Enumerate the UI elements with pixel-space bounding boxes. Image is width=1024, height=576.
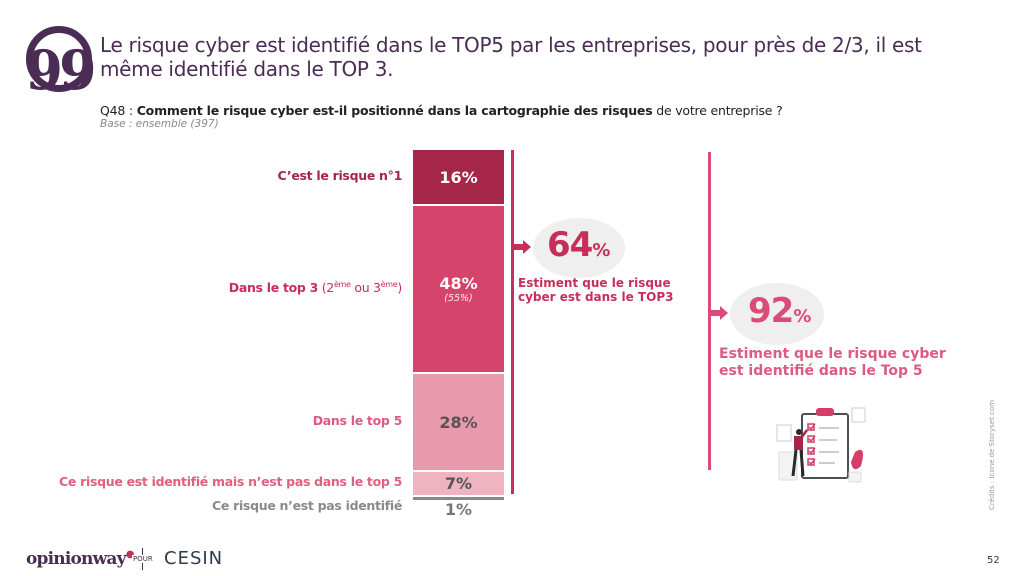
opinionway-logo: opinionway● (26, 549, 134, 569)
category-label-risk-1: C’est le risque n°1 (277, 168, 403, 183)
bubble-top5 (730, 283, 824, 345)
bar-segment-identified-not-top5: 7% (413, 472, 504, 495)
checklist-illustration-icon (776, 407, 866, 483)
category-label-top-5: Dans le top 5 (312, 413, 403, 428)
category-label-not-identified: Ce risque n’est pas identifié (211, 497, 402, 513)
summary-top3-number: 64 (547, 225, 593, 265)
top3-close: ) (397, 280, 402, 296)
bar-segment-risk-1: 16% (413, 150, 504, 204)
arrow-top3-shaft (514, 244, 524, 250)
pour-text: POUR (132, 555, 154, 563)
secondary-label-top-3: (55%) (444, 293, 473, 304)
summary-top3-caption: Estiment que le risque cyber est dans le … (518, 276, 673, 305)
summary-top5-line2: est identifié dans le Top 5 (719, 362, 923, 379)
value-label-identified-not-top5: 7% (444, 473, 473, 493)
value-label-not-identified: 1% (444, 499, 473, 519)
headline: Le risque cyber est identifié dans le TO… (100, 33, 922, 81)
cesin-logo-text: CESIN (164, 548, 224, 569)
question-text: Q48 : Comment le risque cyber est-il pos… (100, 103, 783, 118)
top3-sup1: ème (333, 280, 351, 289)
category-label-identified-not-top5: Ce risque est identifié mais n’est pas d… (59, 474, 402, 490)
summary-top3-line1: Estiment que le risque (518, 276, 671, 290)
value-label-top-3: 48% (439, 274, 478, 293)
arrow-top5-icon (720, 306, 728, 320)
credits-text: Crédits : Icone de Storyset.com (988, 399, 996, 510)
top3-paren-open: (2 (318, 280, 335, 296)
opinionway-logo-text: opinionway (26, 549, 127, 569)
summary-top3-unit: % (592, 240, 610, 261)
bar-segment-top-3: 48% (55%) (413, 206, 504, 372)
summary-top5-line1: Estiment que le risque cyber (719, 346, 946, 362)
summary-top5-number: 92 (748, 291, 794, 331)
arrow-top3-icon (523, 240, 531, 254)
value-label-risk-1: 16% (439, 167, 478, 187)
base-note: Base : ensemble (397) (100, 118, 219, 130)
quote-icon: 99 (25, 26, 97, 97)
bubble-top3 (533, 218, 625, 278)
question-suffix: de votre entreprise ? (652, 103, 783, 118)
question-bold: Comment le risque cyber est-il positionn… (136, 103, 653, 118)
arrow-top5-shaft (711, 310, 721, 316)
summary-top5-caption: Estiment que le risque cyber est identifi… (719, 346, 946, 380)
summary-top5-value: 92% (748, 291, 811, 331)
top3-mid: ou 3 (350, 280, 381, 296)
summary-top3-line2: cyber est dans le TOP3 (518, 290, 674, 305)
question-prefix: Q48 : (100, 103, 137, 118)
bar-segment-top-5: 28% (413, 374, 504, 470)
opinionway-logo-dot-icon: ● (125, 549, 135, 560)
bar-segment-not-identified: 1% (413, 496, 504, 519)
summary-top3-value: 64% (547, 225, 610, 265)
top3-sup2: ème (380, 280, 398, 289)
cesin-logo: CESIN (161, 548, 224, 569)
value-label-top-5: 28% (439, 412, 478, 432)
category-label-top-3: Dans le top 3 (2ème ou 3ème) (228, 280, 403, 296)
bracket-top5 (708, 152, 711, 470)
page-number: 52 (987, 555, 1000, 566)
top3-bold: Dans le top 3 (228, 280, 319, 296)
bracket-top3 (511, 150, 514, 494)
summary-top5-unit: % (793, 306, 811, 327)
